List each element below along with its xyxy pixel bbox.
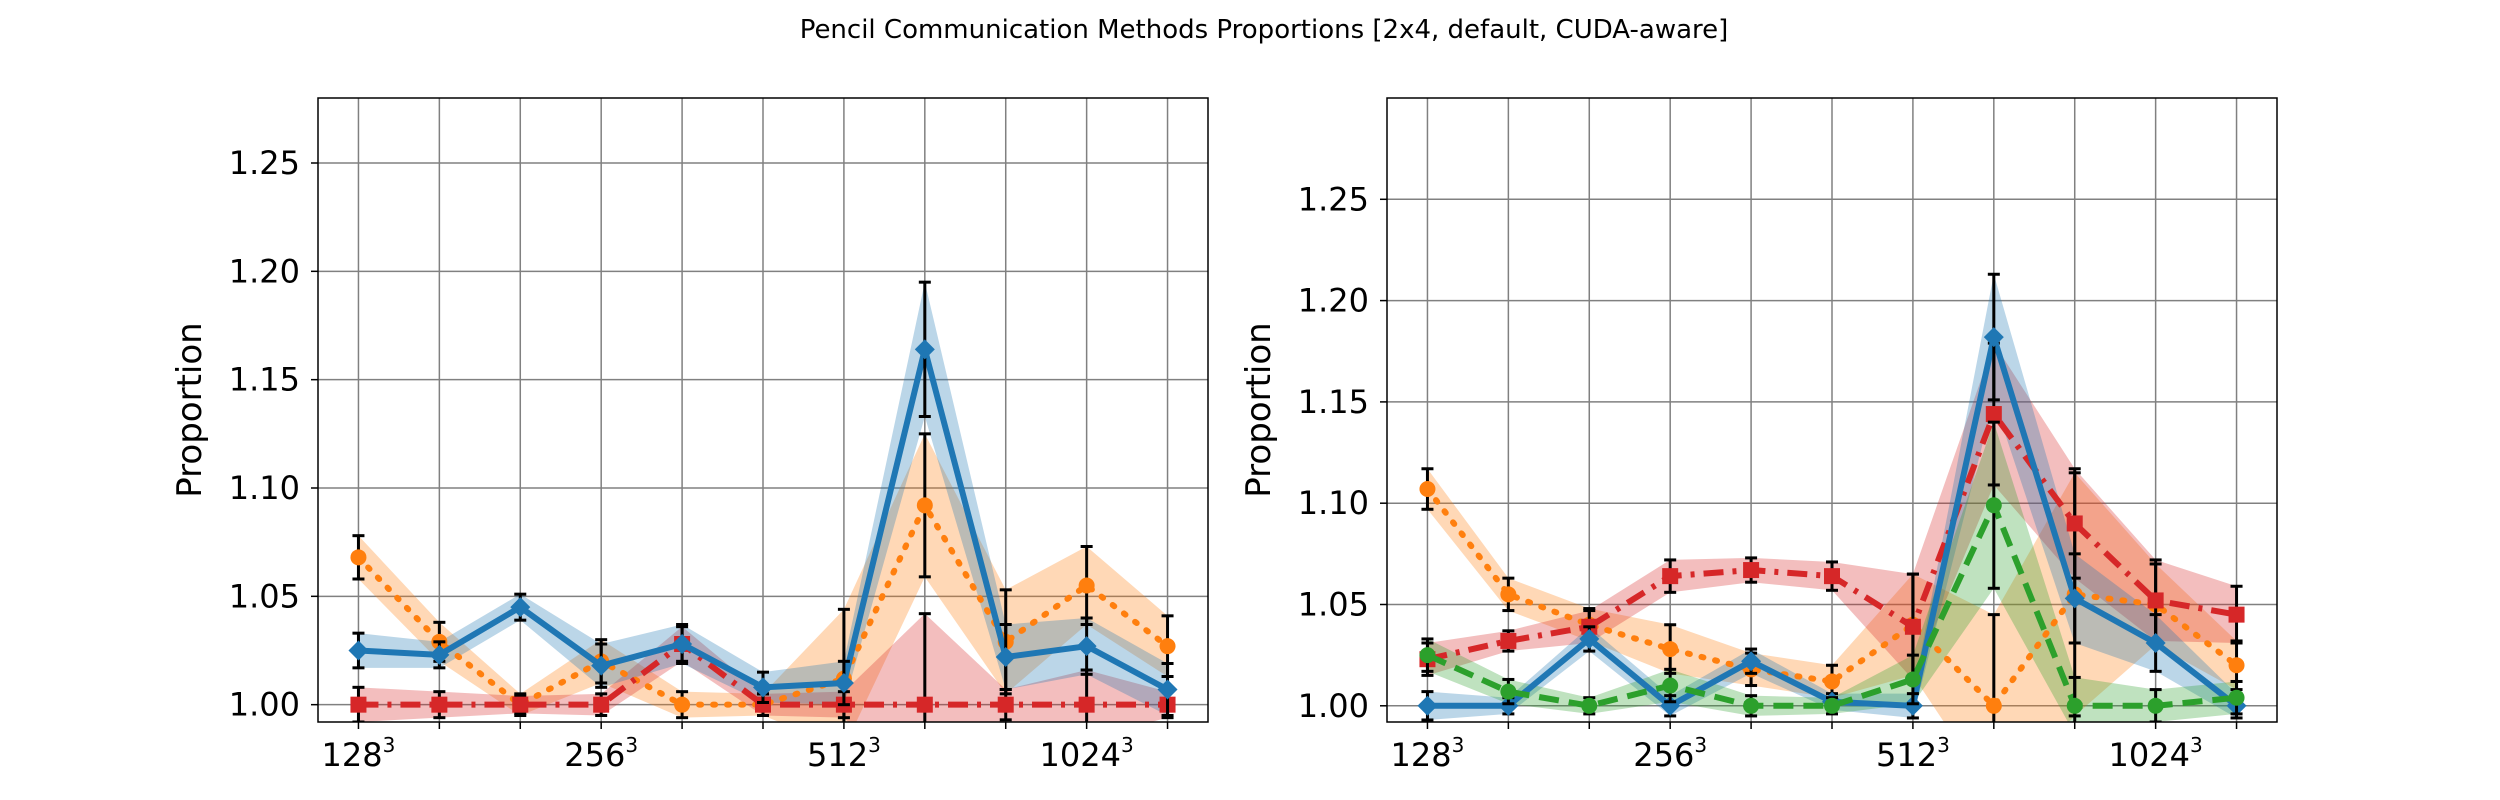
series-2-point xyxy=(1076,636,1097,657)
x-tick-label: 1283 xyxy=(1391,733,1465,774)
series-1-point xyxy=(916,696,933,713)
series-2-point xyxy=(753,677,773,698)
right-chart-panel: 1.00 1.05 1.10 1.15 1.20 1.25 1283 2563 5123 1024… xyxy=(1239,97,2278,774)
y-tick-label: 1.00 xyxy=(229,686,300,724)
series-0-point xyxy=(2228,657,2245,674)
series-3-point xyxy=(1419,647,1436,664)
series-3-point xyxy=(1904,671,1921,688)
series-3-point xyxy=(2066,697,2083,714)
series-3-point xyxy=(1743,697,1760,714)
series-0-point xyxy=(1824,673,1840,690)
series-3-point xyxy=(1824,697,1840,714)
series-1-point xyxy=(2147,592,2164,609)
y-tick-label: 1.15 xyxy=(1298,383,1369,421)
series-0-band xyxy=(1427,468,2237,722)
series-1-point xyxy=(1078,696,1095,713)
series-1-point xyxy=(755,696,771,713)
series-3-point xyxy=(1985,497,2002,514)
plot-area xyxy=(1417,272,2247,722)
series-0-point xyxy=(674,696,691,713)
series-2-point xyxy=(995,647,1016,667)
series-1-point xyxy=(1985,406,2002,423)
series-2-point xyxy=(348,640,369,661)
series-3-point xyxy=(2147,697,2164,714)
series-0-point xyxy=(1159,638,1176,655)
y-tick-label: 1.05 xyxy=(229,577,300,615)
series-1-point xyxy=(512,696,529,713)
series-2-point xyxy=(2145,632,2166,653)
series-3-line xyxy=(1426,502,2237,709)
series-2-point xyxy=(1579,628,1600,649)
series-1-point xyxy=(593,696,610,713)
series-0-point xyxy=(1500,586,1517,603)
series-2-point xyxy=(1157,679,1178,700)
series-0-point xyxy=(1985,697,2002,714)
series-2-point xyxy=(914,339,935,360)
series-3-point xyxy=(1662,677,1679,694)
series-2-point xyxy=(1417,695,1438,716)
series-3-point xyxy=(2228,689,2245,706)
x-tick-label: 10243 xyxy=(2109,733,2203,774)
series-1-point xyxy=(1904,618,1921,635)
y-axis-label: Proportion xyxy=(1239,322,1279,497)
left-chart-panel: 1.00 1.05 1.10 1.15 1.20 1.25 1283 2563 5123 1024… xyxy=(170,97,1209,774)
y-tick-label: 1.25 xyxy=(229,144,300,182)
series-2-point xyxy=(1741,651,1762,672)
y-tick-label: 1.05 xyxy=(1298,585,1369,623)
y-tick-label: 1.15 xyxy=(229,361,300,399)
series-2-point xyxy=(591,655,612,676)
series-1-point xyxy=(1824,568,1840,585)
series-1-line xyxy=(358,641,1168,708)
series-2-point xyxy=(1902,695,1923,716)
series-0-point xyxy=(1078,577,1095,594)
series-1-point xyxy=(431,696,448,713)
series-0-point xyxy=(1419,481,1436,498)
y-tick-label: 1.00 xyxy=(1298,687,1369,725)
series-1-point xyxy=(1500,632,1517,649)
y-tick-label: 1.25 xyxy=(1298,180,1369,218)
x-tick-label: 2563 xyxy=(1633,733,1707,774)
x-tick-label: 5123 xyxy=(807,733,881,774)
series-1-point xyxy=(350,696,367,713)
series-1-band xyxy=(1427,343,2237,680)
figure-title: Pencil Communication Methods Proportions… xyxy=(800,15,1729,45)
series-1-point xyxy=(997,696,1014,713)
x-tick-label: 10243 xyxy=(1040,733,1134,774)
y-tick-label: 1.20 xyxy=(229,252,300,290)
x-tick-label: 2563 xyxy=(564,733,638,774)
series-1-point xyxy=(1743,562,1760,579)
series-2-point xyxy=(510,597,531,618)
series-2-point xyxy=(1498,695,1519,716)
series-1-point xyxy=(1662,568,1679,585)
series-1-point xyxy=(2228,606,2245,623)
x-tick-label: 5123 xyxy=(1876,733,1950,774)
series-2-point xyxy=(672,634,693,654)
x-tick-label: 1283 xyxy=(322,733,396,774)
series-2-point xyxy=(833,673,854,693)
series-1-band xyxy=(358,613,1168,722)
series-0-point xyxy=(916,497,933,514)
plot-area xyxy=(348,280,1178,722)
series-2-point xyxy=(2064,588,2085,609)
y-axis-label: Proportion xyxy=(170,322,210,497)
series-0-point xyxy=(350,549,367,566)
y-tick-label: 1.10 xyxy=(229,469,300,507)
y-tick-label: 1.10 xyxy=(1298,484,1369,522)
series-1-point xyxy=(2066,515,2083,532)
y-tick-label: 1.20 xyxy=(1298,282,1369,320)
series-2-point xyxy=(1983,327,2004,348)
series-2-point xyxy=(429,644,450,665)
series-3-point xyxy=(1581,697,1598,714)
series-3-point xyxy=(1500,683,1517,700)
series-0-point xyxy=(1662,641,1679,658)
series-0-line xyxy=(355,502,1171,708)
